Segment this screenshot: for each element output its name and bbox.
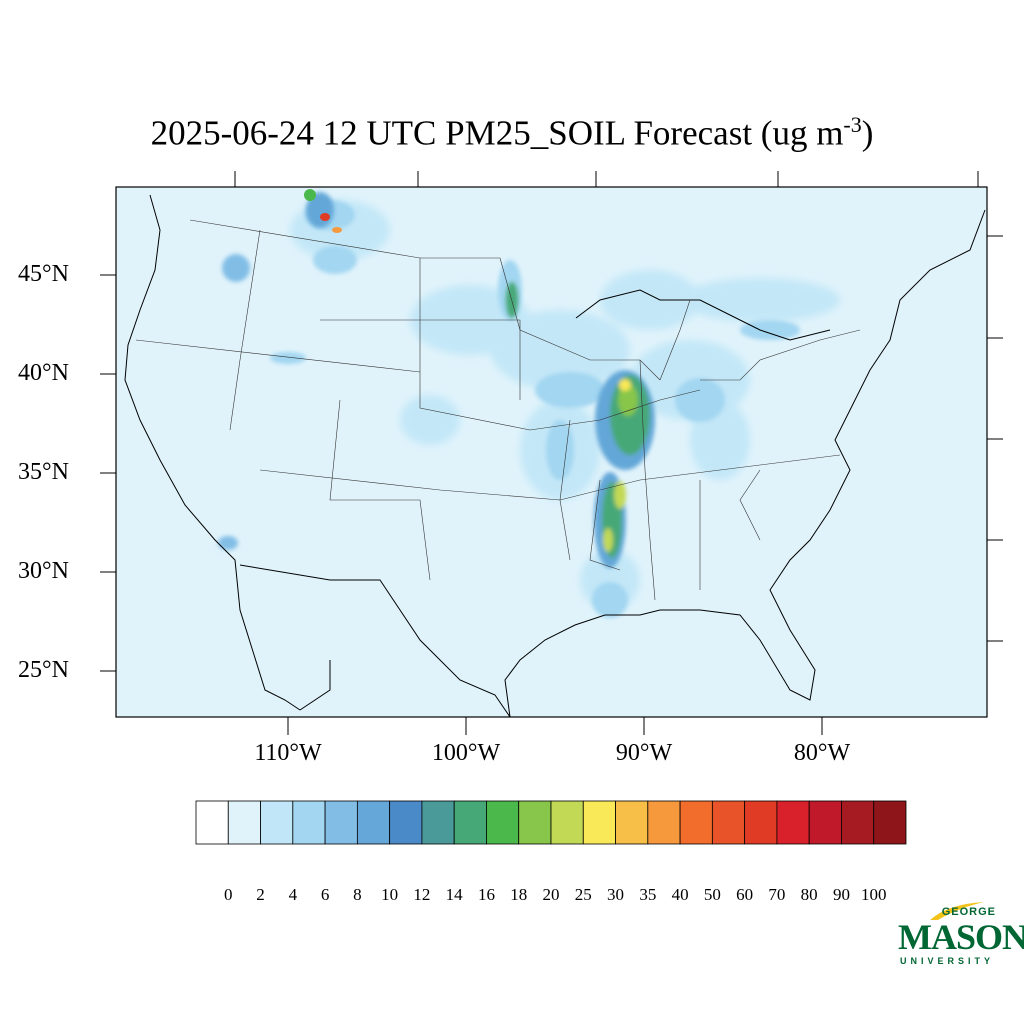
lon-label-100: 100°W — [431, 740, 501, 766]
colorbar-label: 6 — [320, 885, 330, 904]
colorbar-swatch — [518, 800, 552, 845]
coastline — [124, 194, 986, 718]
colorbar-label: 18 — [510, 885, 528, 904]
colorbar-swatch — [260, 800, 294, 845]
colorbar-label: 60 — [736, 885, 754, 904]
lon-label-80: 80°W — [793, 740, 851, 766]
colorbar-swatch — [711, 800, 746, 845]
colorbar-swatch — [324, 800, 358, 845]
map-title: 2025-06-24 12 UTC PM25_SOIL Forecast (ug… — [150, 112, 874, 153]
colorbar-label: 16 — [477, 885, 495, 904]
lat-label-45: 45°N — [18, 261, 69, 287]
colorbar-swatch — [808, 800, 842, 845]
colorbar-swatch — [582, 800, 616, 845]
colorbar-label: 90 — [832, 885, 850, 904]
logo-swoosh-icon — [930, 902, 984, 920]
colorbar-label: 50 — [703, 885, 721, 904]
colorbar-swatch — [195, 800, 229, 845]
concentration-field — [218, 189, 840, 618]
colorbar-swatch — [389, 800, 423, 845]
colorbar-label: 12 — [413, 885, 431, 904]
colorbar-label: 20 — [542, 885, 560, 904]
colorbar-swatch — [356, 800, 391, 845]
top-ticks — [234, 171, 979, 187]
lon-label-90: 90°W — [615, 740, 673, 766]
lat-label-30: 30°N — [18, 558, 69, 584]
colorbar-label: 40 — [671, 885, 689, 904]
colorbar-label: 30 — [607, 885, 625, 904]
colorbar-swatch — [647, 800, 681, 845]
colorbar-swatch — [550, 800, 584, 845]
gmu-logo: GEORGE MASON UNIVERSITY — [898, 900, 1024, 970]
colorbar-label: 80 — [800, 885, 818, 904]
colorbar-swatch — [453, 800, 487, 845]
colorbar-swatch — [421, 800, 455, 845]
right-ticks — [987, 235, 1003, 642]
colorbar-swatch — [841, 800, 875, 845]
colorbar-label: 0 — [224, 885, 233, 904]
lat-label-25: 25°N — [18, 657, 69, 683]
colorbar-swatch — [292, 800, 326, 845]
colorbar-swatch — [615, 800, 649, 845]
colorbar-swatch — [744, 800, 778, 845]
colorbar-swatch — [873, 800, 907, 845]
lon-label-110: 110°W — [254, 740, 322, 766]
lat-label-40: 40°N — [18, 360, 69, 386]
colorbar-swatch — [227, 800, 261, 845]
colorbar-label: 25 — [574, 885, 592, 904]
left-ticks — [100, 274, 116, 672]
colorbar-label: 14 — [445, 885, 463, 904]
colorbar-label: 2 — [256, 885, 265, 904]
colorbar-label: 35 — [639, 885, 657, 904]
colorbar-label: 70 — [768, 885, 786, 904]
colorbar — [195, 800, 907, 845]
colorbar-label: 100 — [860, 885, 887, 904]
colorbar-label: 10 — [381, 885, 399, 904]
bottom-ticks — [287, 717, 823, 735]
state-borders — [135, 219, 861, 601]
colorbar-label: 8 — [353, 885, 362, 904]
lat-label-35: 35°N — [18, 459, 69, 485]
colorbar-swatch — [776, 800, 810, 845]
colorbar-label: 4 — [288, 885, 298, 904]
colorbar-swatch — [679, 800, 713, 845]
colorbar-swatch — [486, 800, 520, 845]
